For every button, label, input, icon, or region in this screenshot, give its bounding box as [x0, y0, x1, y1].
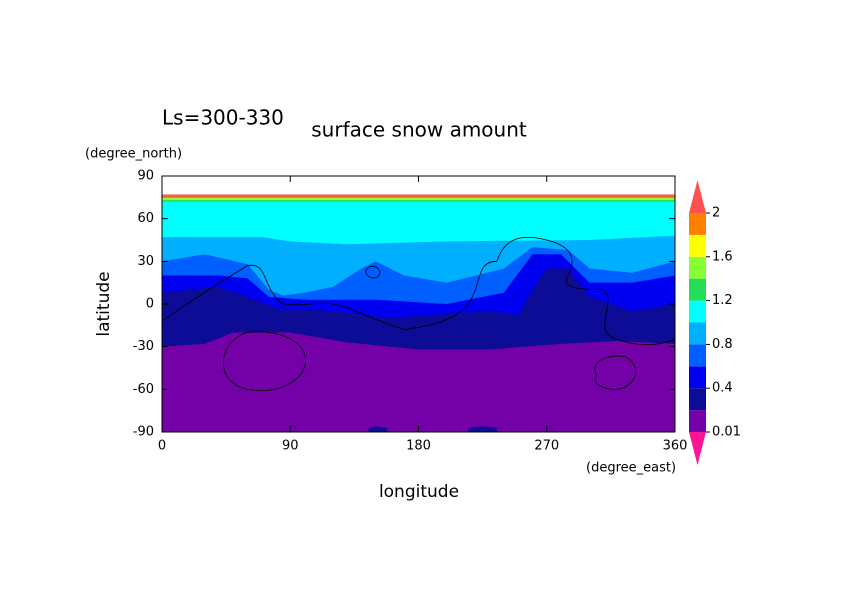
contour-region [162, 194, 675, 245]
x-tick-label: 90 [282, 439, 299, 454]
y-tick-label: 90 [137, 169, 154, 184]
x-axis-label: longitude [379, 482, 459, 502]
x-tick-label: 270 [534, 439, 559, 454]
colorbar-tick-label: 1.6 [712, 249, 733, 264]
colorbar-segment [689, 300, 706, 323]
colorbar-segment [689, 278, 706, 301]
x-tick-label: 360 [663, 439, 688, 454]
y-tick-label: 0 [146, 297, 154, 312]
contour-region [162, 194, 675, 197]
y-tick-label: 30 [137, 254, 154, 269]
outline [162, 237, 675, 390]
colorbar-segment [689, 366, 706, 389]
colorbar-tick-label: 1.2 [712, 293, 733, 308]
colorbar-segment [689, 234, 706, 257]
x-units: (degree_east) [586, 461, 676, 476]
y-tick-label: 60 [137, 211, 154, 226]
colorbar-under [689, 432, 706, 465]
y-tick-label: -90 [133, 425, 154, 440]
y-tick-label: -30 [133, 339, 154, 354]
colorbar-over [689, 180, 706, 213]
contour-field [162, 194, 675, 432]
colorbar-segment [689, 213, 706, 235]
x-tick-label: 180 [406, 439, 431, 454]
x-tick-label: 0 [158, 439, 166, 454]
contour-region [468, 426, 497, 432]
subtitle: Ls=300-330 [162, 106, 284, 130]
y-tick-label: -60 [133, 382, 154, 397]
colorbar-segment [689, 256, 706, 279]
field-regions [162, 194, 675, 432]
colorbar-tick-label: 0.4 [712, 381, 733, 396]
colorbar-tick-label: 0.8 [712, 337, 733, 352]
colorbar-tick-label: 0.01 [712, 425, 741, 440]
colorbar-segment [689, 322, 706, 345]
chart-title: surface snow amount [311, 118, 527, 142]
colorbar-segment [689, 344, 706, 367]
colorbar-tick-label: 2 [712, 206, 720, 221]
colorbar-segment [689, 388, 706, 411]
colorbar-segment [689, 410, 706, 432]
contour-region [368, 426, 388, 432]
y-units: (degree_north) [85, 147, 182, 162]
y-axis-label: latitude [94, 271, 114, 336]
